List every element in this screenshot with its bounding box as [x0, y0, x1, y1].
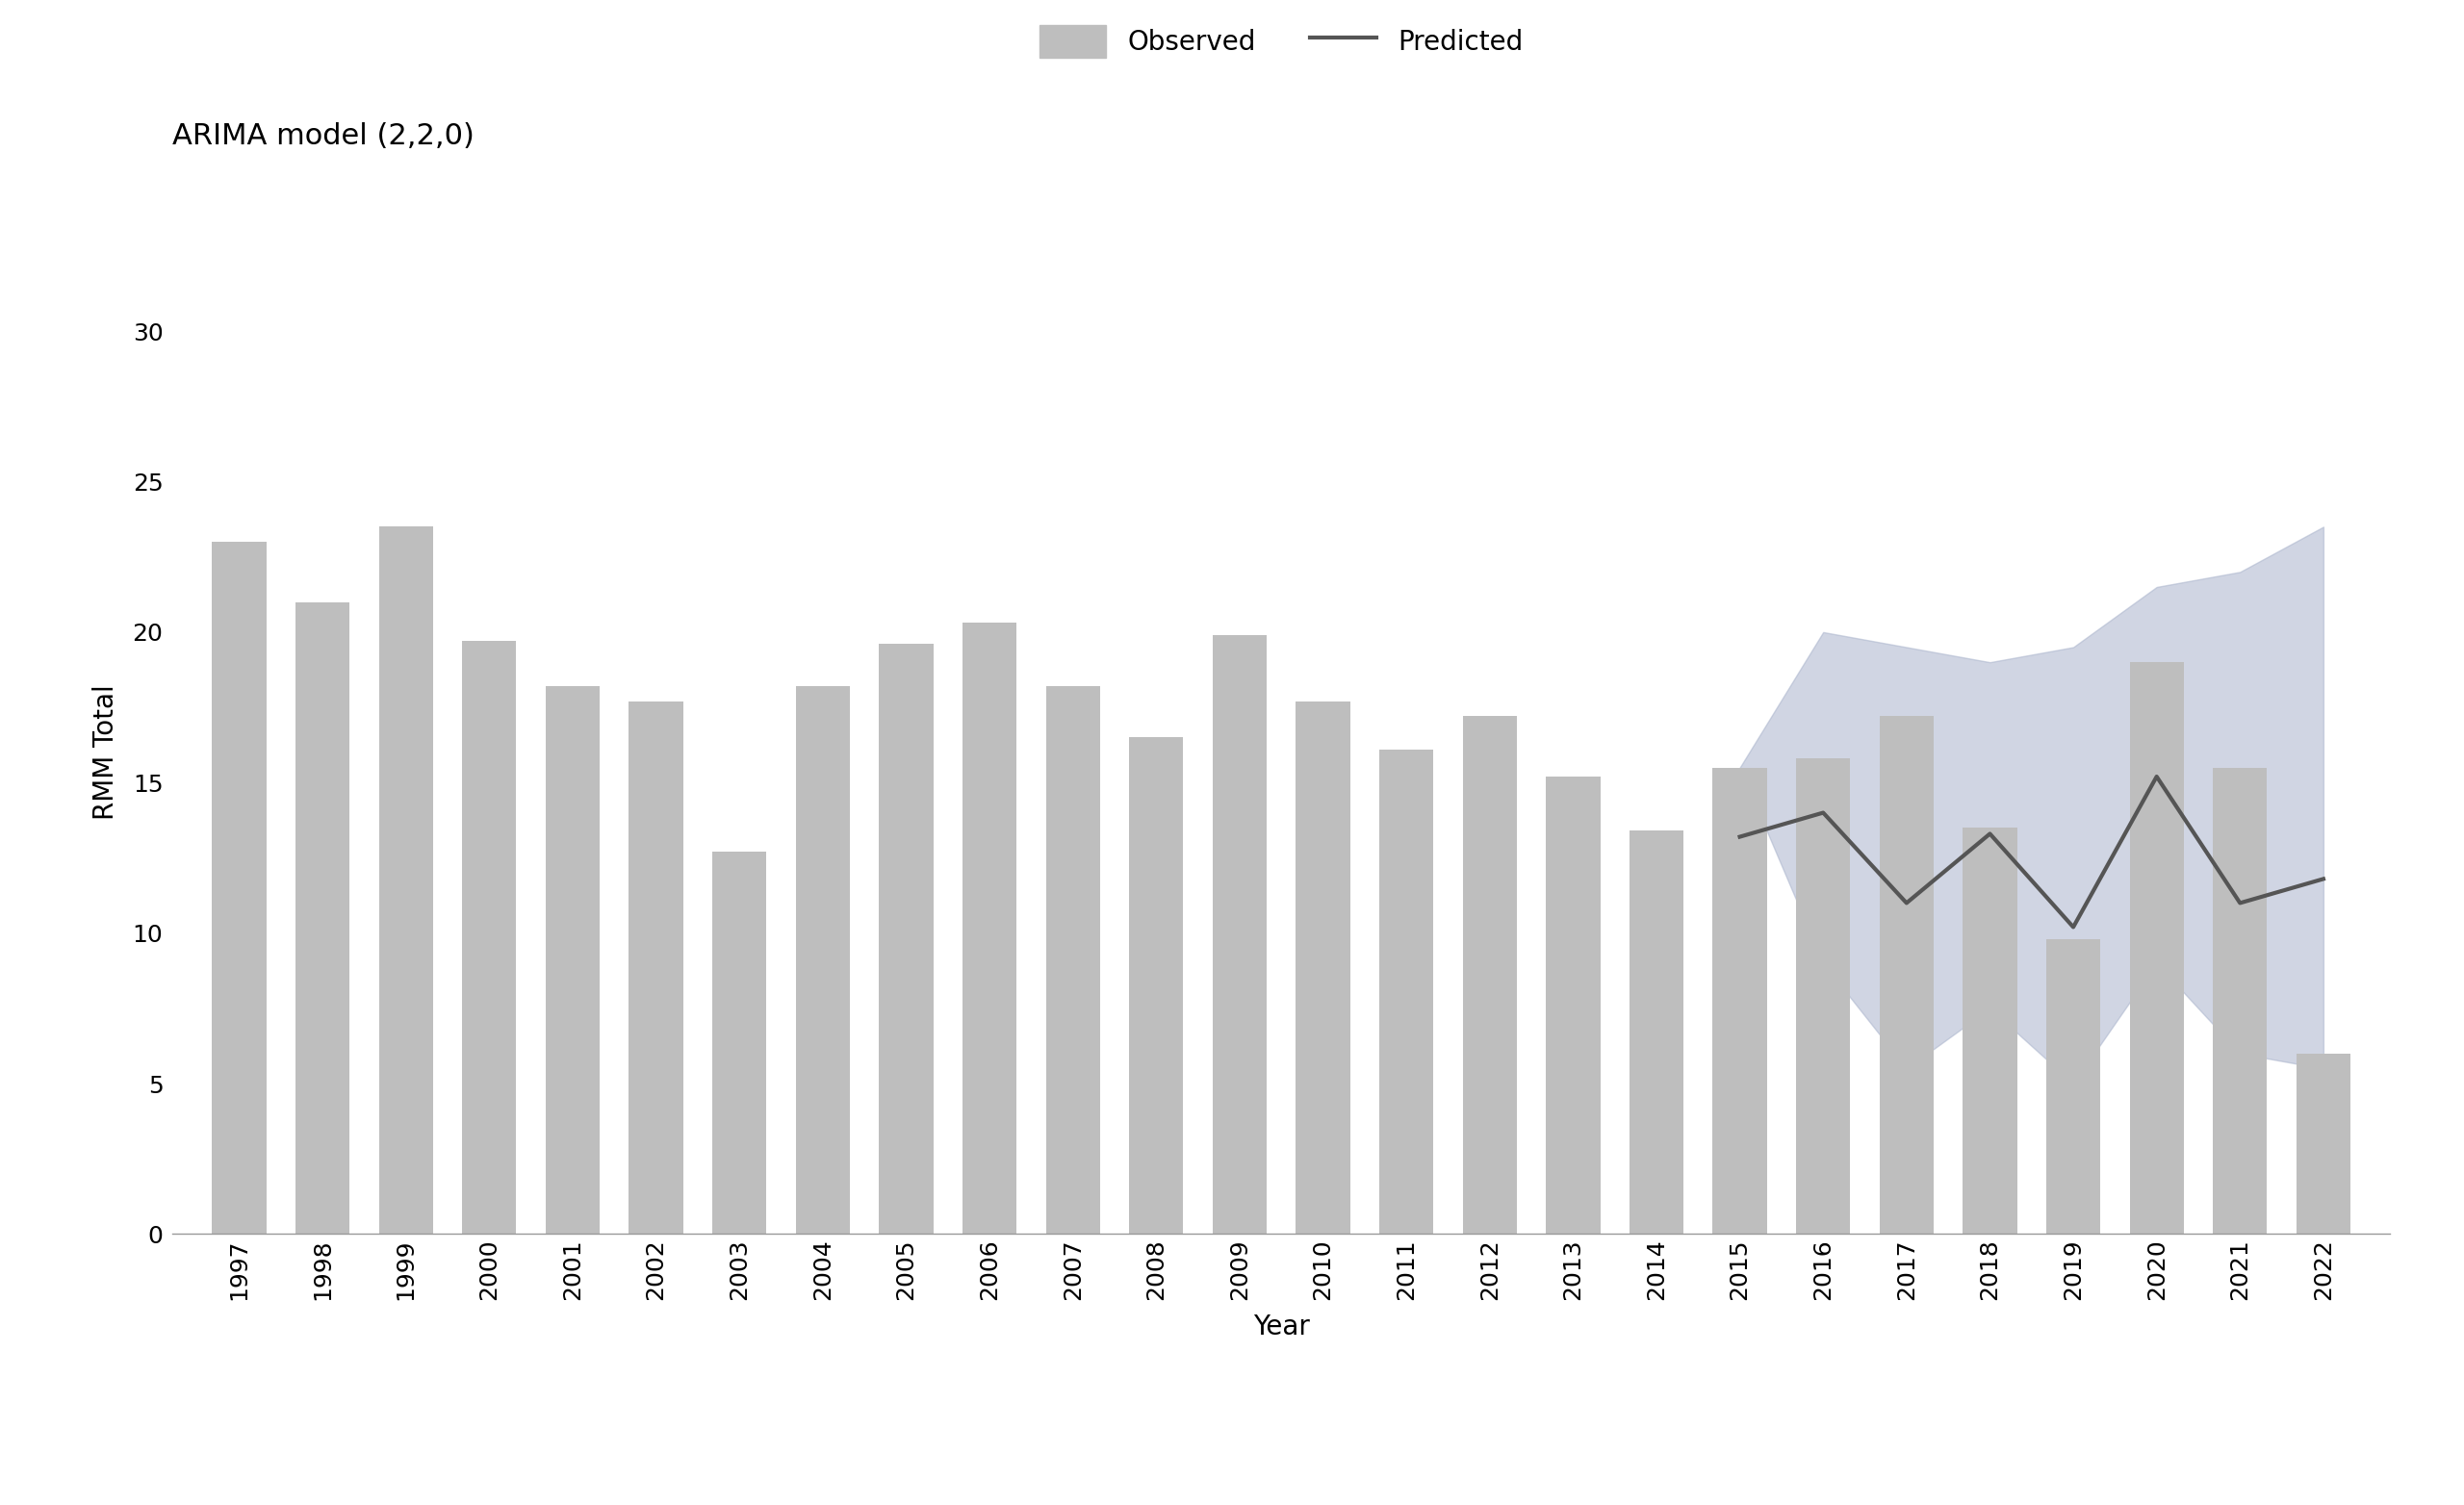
Bar [1212, 635, 1266, 1234]
Bar [2296, 1054, 2351, 1234]
Bar [2129, 662, 2183, 1234]
Bar [628, 701, 683, 1234]
Bar [545, 686, 599, 1234]
Bar [796, 686, 850, 1234]
Y-axis label: RMM Total: RMM Total [91, 685, 118, 820]
Bar [1712, 768, 1767, 1234]
Bar [1796, 759, 1850, 1234]
Bar [1296, 701, 1350, 1234]
Bar [2045, 939, 2099, 1234]
X-axis label: Year: Year [1254, 1314, 1308, 1341]
Bar [1129, 737, 1183, 1234]
Bar [1380, 749, 1434, 1234]
Bar [1045, 686, 1099, 1234]
Bar [2213, 768, 2267, 1234]
Bar [712, 852, 766, 1234]
Bar [463, 641, 517, 1234]
Bar [963, 623, 1018, 1234]
Legend: Observed, Predicted: Observed, Predicted [1030, 15, 1533, 69]
Bar [296, 602, 350, 1234]
Bar [880, 644, 934, 1234]
Bar [212, 542, 266, 1234]
Text: ARIMA model (2,2,0): ARIMA model (2,2,0) [172, 122, 476, 150]
Bar [1545, 777, 1599, 1234]
Bar [1964, 828, 2018, 1234]
Bar [379, 527, 434, 1234]
Bar [1464, 716, 1518, 1234]
Bar [1629, 831, 1683, 1234]
Bar [1880, 716, 1934, 1234]
